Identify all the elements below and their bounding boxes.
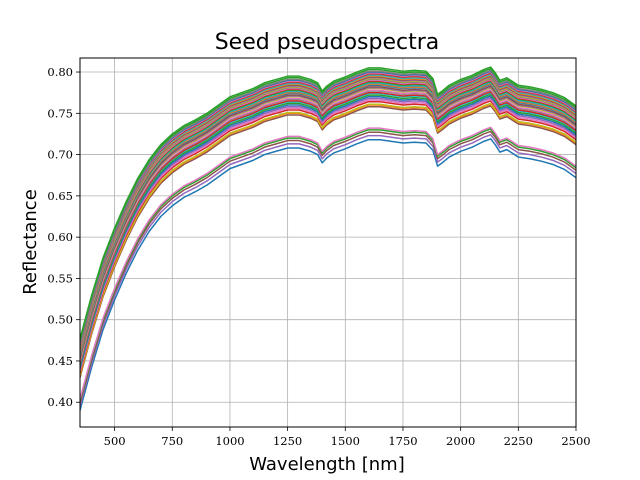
series-line-17	[80, 88, 576, 362]
y-tick-label: 0.60	[47, 230, 73, 244]
x-tick-label: 500	[104, 434, 126, 448]
series-line-11	[80, 96, 576, 370]
series-line-16	[80, 89, 576, 363]
x-tick-label: 2250	[504, 434, 533, 448]
series-line-15	[80, 91, 576, 365]
series-line-8	[80, 102, 576, 376]
y-tick-label: 0.40	[47, 395, 73, 409]
y-tick-label: 0.75	[47, 106, 73, 120]
series-line-39	[80, 67, 576, 342]
series-line-6	[80, 105, 576, 379]
series-line-40	[80, 66, 576, 340]
chart-title: Seed pseudospectra	[215, 30, 440, 55]
series-line-12	[80, 95, 576, 369]
series-line-38	[80, 69, 576, 343]
x-tick-label: 750	[161, 434, 183, 448]
series-group	[80, 66, 576, 412]
plot-frame	[79, 57, 577, 428]
series-line-19	[80, 86, 576, 360]
series-line-2	[80, 134, 576, 408]
x-tick-label: 1250	[273, 434, 302, 448]
x-tick-label: 1000	[215, 434, 244, 448]
series-line-3	[80, 130, 576, 404]
x-axis-label: Wavelength [nm]	[249, 454, 405, 475]
series-line-9	[80, 100, 576, 374]
y-tick-label: 0.55	[47, 271, 73, 285]
series-line-13	[80, 93, 576, 367]
series-line-20	[80, 85, 576, 359]
series-line-1	[80, 138, 576, 412]
y-tick-label: 0.50	[47, 313, 73, 327]
y-tick-label: 0.70	[47, 148, 73, 162]
y-tick-label: 0.65	[47, 189, 73, 203]
series-line-10	[80, 98, 576, 372]
x-tick-label: 1500	[331, 434, 360, 448]
series-line-14	[80, 91, 576, 366]
y-tick-label: 0.80	[47, 65, 73, 79]
y-axis: 0.40 0.45 0.50 0.55 0.60 0.65 0.70 0.75 0.80	[47, 65, 80, 409]
x-tick-label: 1750	[388, 434, 417, 448]
series-line-4	[80, 128, 576, 402]
series-line-5	[80, 126, 576, 400]
x-tick-label: 2000	[446, 434, 475, 448]
y-tick-label: 0.45	[47, 354, 73, 368]
x-axis: 500 750 1000 1250 1500 1750 2000 2250 2500	[104, 427, 591, 448]
y-axis-label: Reflectance	[20, 189, 41, 295]
x-tick-label: 2500	[561, 434, 590, 448]
